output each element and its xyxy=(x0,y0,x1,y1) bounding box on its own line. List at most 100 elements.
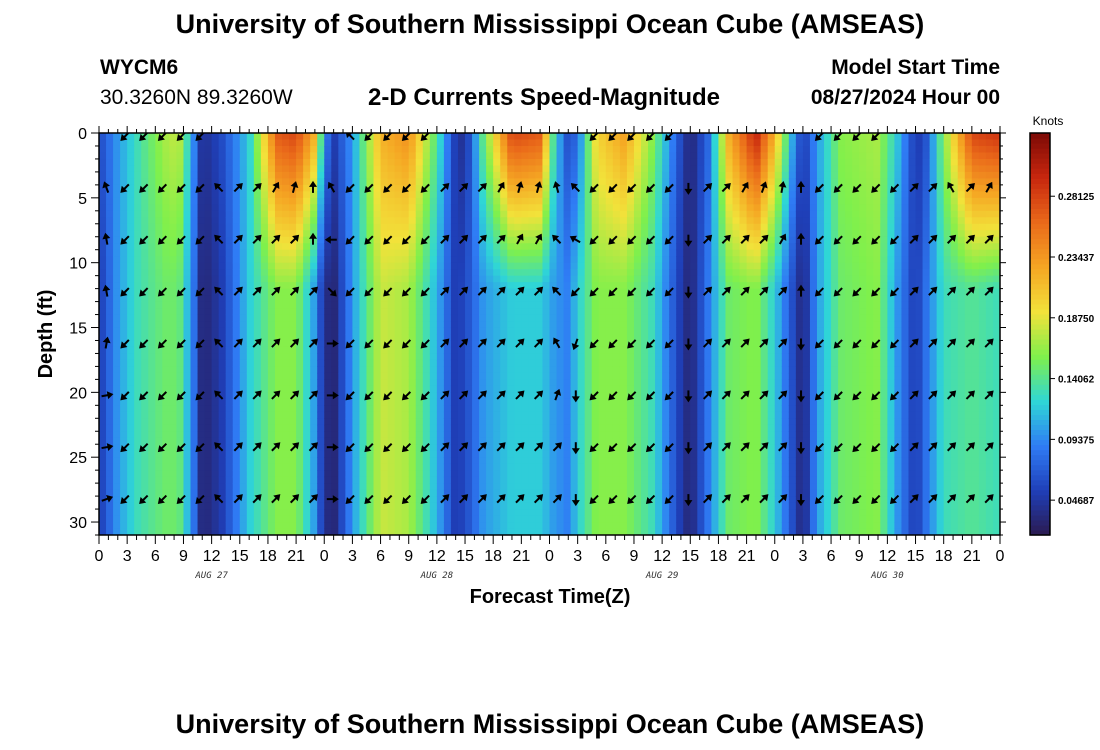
heatmap-cell xyxy=(436,470,445,478)
heatmap-cell xyxy=(570,334,579,342)
heatmap-cell xyxy=(521,424,529,432)
heatmap-cell xyxy=(556,171,565,179)
heatmap-cell xyxy=(373,405,382,413)
heatmap-cell xyxy=(345,178,354,186)
heatmap-cell xyxy=(401,197,410,205)
heatmap-cell xyxy=(429,359,438,368)
heatmap-cell xyxy=(289,522,297,530)
heatmap-cell xyxy=(493,217,501,225)
heatmap-cell xyxy=(528,509,537,517)
heatmap-cell xyxy=(415,522,424,530)
heatmap-cell xyxy=(148,191,156,199)
heatmap-cell xyxy=(584,398,593,406)
heatmap-cell xyxy=(338,346,346,355)
heatmap-cell xyxy=(542,463,551,471)
heatmap-cell xyxy=(260,282,269,290)
heatmap-cell xyxy=(225,301,234,309)
heatmap-cell xyxy=(310,515,318,523)
heatmap-cell xyxy=(450,334,459,342)
heatmap-cell xyxy=(225,152,234,160)
heatmap-cell xyxy=(648,411,656,419)
heatmap-cell xyxy=(239,334,248,342)
heatmap-cell xyxy=(472,236,480,244)
heatmap-cell xyxy=(514,197,522,205)
heatmap-cell xyxy=(422,139,431,147)
heatmap-cell xyxy=(556,470,565,478)
heatmap-cell xyxy=(479,502,487,510)
heatmap-cell xyxy=(225,385,234,393)
heatmap-cell xyxy=(183,372,192,380)
heatmap-cell xyxy=(493,301,501,309)
heatmap-cell xyxy=(99,366,107,374)
heatmap-cell xyxy=(113,502,121,510)
heatmap-cell xyxy=(450,133,459,141)
heatmap-cell xyxy=(345,171,354,179)
heatmap-cell xyxy=(626,476,635,484)
heatmap-cell xyxy=(176,509,185,517)
heatmap-cell xyxy=(176,528,185,535)
heatmap-cell xyxy=(148,418,156,426)
heatmap-cell xyxy=(380,405,389,413)
heatmap-cell xyxy=(225,210,234,218)
heatmap-cell xyxy=(303,476,311,484)
heatmap-cell xyxy=(99,431,107,439)
heatmap-cell xyxy=(303,223,311,231)
heatmap-cell xyxy=(486,379,494,387)
heatmap-cell xyxy=(633,217,642,225)
heatmap-cell xyxy=(479,489,487,497)
heatmap-cell xyxy=(415,437,424,445)
heatmap-cell xyxy=(253,282,262,290)
heatmap-cell xyxy=(641,411,649,419)
heatmap-cell xyxy=(443,379,452,387)
heatmap-cell xyxy=(120,243,128,251)
heatmap-cell xyxy=(577,359,586,368)
heatmap-cell xyxy=(443,210,452,218)
heatmap-cell xyxy=(479,262,487,270)
heatmap-cell xyxy=(591,178,600,186)
heatmap-cell xyxy=(232,295,241,303)
heatmap-cell xyxy=(542,476,551,484)
heatmap-cell xyxy=(366,314,375,322)
heatmap-cell xyxy=(338,496,346,504)
heatmap-cell xyxy=(443,282,452,290)
heatmap-cell xyxy=(549,223,558,231)
heatmap-cell xyxy=(465,282,473,290)
heatmap-cell xyxy=(190,502,199,510)
heatmap-cell xyxy=(204,366,213,374)
heatmap-cell xyxy=(345,269,354,277)
heatmap-cell xyxy=(387,204,396,212)
heatmap-cell xyxy=(514,152,522,160)
heatmap-cell xyxy=(591,314,600,322)
heatmap-cell xyxy=(493,457,501,465)
heatmap-cell xyxy=(500,295,508,303)
heatmap-cell xyxy=(190,385,199,393)
heatmap-cell xyxy=(204,236,213,244)
heatmap-cell xyxy=(422,321,431,329)
heatmap-cell xyxy=(338,230,346,238)
heatmap-cell xyxy=(218,398,227,406)
heatmap-cell xyxy=(134,236,142,244)
heatmap-cell xyxy=(626,372,635,380)
heatmap-cell xyxy=(296,398,304,406)
heatmap-cell xyxy=(415,288,424,296)
heatmap-cell xyxy=(549,295,558,303)
heatmap-cell xyxy=(591,457,600,465)
heatmap-cell xyxy=(282,230,290,238)
heatmap-cell xyxy=(218,334,227,342)
heatmap-cell xyxy=(633,411,642,419)
heatmap-cell xyxy=(176,463,185,471)
heatmap-cell xyxy=(359,483,368,491)
heatmap-cell xyxy=(120,308,128,316)
heatmap-cell xyxy=(260,509,269,517)
heatmap-cell xyxy=(260,515,269,523)
heatmap-cell xyxy=(239,321,248,329)
heatmap-cell xyxy=(633,340,642,348)
heatmap-cell xyxy=(612,133,621,141)
heatmap-cell xyxy=(99,171,107,179)
heatmap-cell xyxy=(450,424,459,432)
heatmap-cell xyxy=(232,210,241,218)
heatmap-cell xyxy=(232,457,241,465)
heatmap-cell xyxy=(267,217,276,225)
heatmap-cell xyxy=(253,457,262,465)
heatmap-cell xyxy=(204,502,213,510)
